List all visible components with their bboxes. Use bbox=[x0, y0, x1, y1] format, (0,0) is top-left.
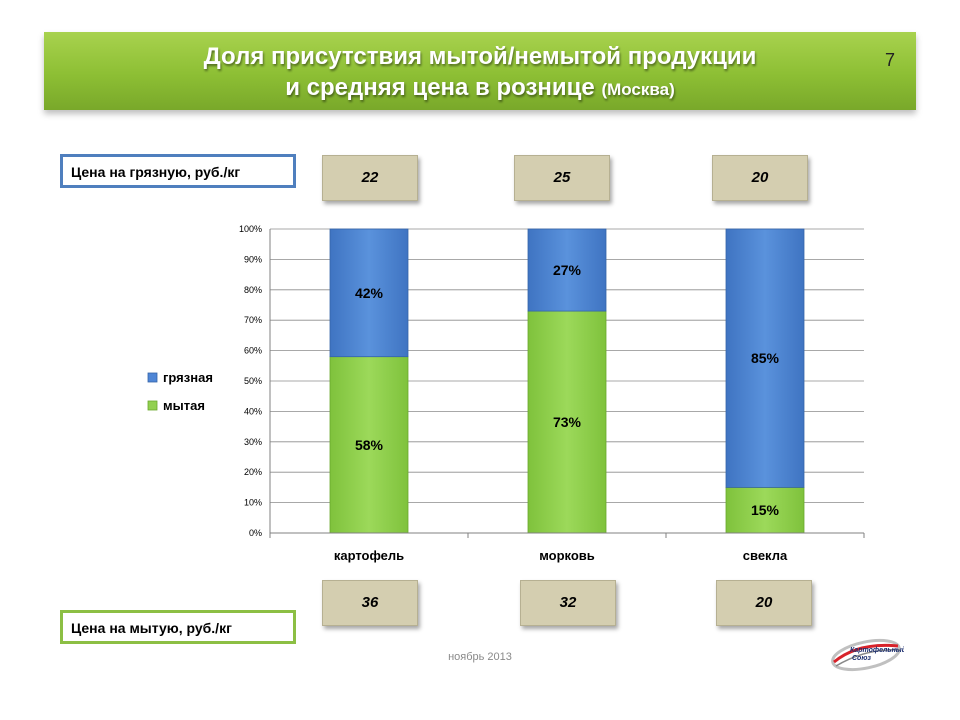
page-number: 7 bbox=[885, 50, 896, 70]
bar-segment-washed bbox=[725, 486, 805, 534]
y-tick-label: 20% bbox=[244, 467, 262, 477]
y-tick-label: 70% bbox=[244, 315, 262, 325]
dirty-price-potato: 22 bbox=[322, 155, 418, 201]
washed-price-beet: 20 bbox=[716, 580, 812, 626]
data-label: 27% bbox=[553, 262, 582, 278]
x-category-label: морковь bbox=[539, 548, 595, 563]
y-tick-label: 10% bbox=[244, 498, 262, 508]
bars bbox=[329, 228, 805, 534]
y-tick-label: 60% bbox=[244, 346, 262, 356]
washed-price-carrot: 32 bbox=[520, 580, 616, 626]
y-tick-label: 0% bbox=[249, 528, 262, 538]
kartofelny-soyuz-logo: Картофельный Союз bbox=[831, 638, 904, 672]
title-line-2-main: и средняя цена в рознице bbox=[285, 74, 595, 101]
y-tick-label: 80% bbox=[244, 285, 262, 295]
bar-segment-dirty bbox=[527, 228, 607, 312]
washed-price-label: Цена на мытую, руб./кг bbox=[60, 610, 296, 644]
bar-segment-dirty bbox=[329, 228, 409, 358]
data-label: 15% bbox=[751, 502, 780, 518]
data-label: 85% bbox=[751, 350, 780, 366]
legend-label: грязная bbox=[163, 370, 213, 385]
title-city: (Москва) bbox=[601, 80, 675, 99]
dirty-price-beet: 20 bbox=[712, 155, 808, 201]
bar-segment-washed bbox=[527, 310, 607, 534]
y-tick-label: 100% bbox=[239, 224, 262, 234]
legend-label: мытая bbox=[163, 398, 205, 413]
footer-date: ноябрь 2013 bbox=[448, 651, 512, 663]
svg-text:Картофельный: Картофельный bbox=[850, 646, 904, 654]
legend-swatch-washed bbox=[147, 400, 158, 411]
data-label: 58% bbox=[355, 437, 384, 453]
washed-price-potato: 36 bbox=[322, 580, 418, 626]
title-line-1: Доля присутствия мытой/немытой продукции bbox=[203, 43, 757, 70]
dirty-price-carrot: 25 bbox=[514, 155, 610, 201]
y-tick-label: 30% bbox=[244, 437, 262, 447]
x-category-label: картофель bbox=[334, 548, 404, 563]
legend-swatch-dirty bbox=[147, 372, 158, 383]
svg-text:Союз: Союз bbox=[852, 655, 871, 662]
axes: 0% 10% 20% 30% 40% 50% 60% 70% 80% 90% 100% картофе… bbox=[239, 224, 865, 563]
legend: грязная мытая bbox=[147, 370, 213, 413]
dirty-price-label: Цена на грязную, руб./кг bbox=[60, 154, 296, 188]
data-label: 42% bbox=[355, 285, 384, 301]
data-label: 73% bbox=[553, 414, 582, 430]
x-category-label: свекла bbox=[743, 548, 788, 563]
y-tick-label: 40% bbox=[244, 406, 262, 416]
title-line-2: и средняя цена в рознице (Москва) bbox=[44, 72, 916, 105]
y-tick-label: 50% bbox=[244, 376, 262, 386]
page-title: Доля присутствия мытой/немытой продукции… bbox=[44, 41, 916, 105]
bar-segment-washed bbox=[329, 356, 409, 534]
bar-segment-dirty bbox=[725, 228, 805, 488]
y-tick-label: 90% bbox=[244, 254, 262, 264]
title-banner: Доля присутствия мытой/немытой продукции… bbox=[44, 32, 916, 110]
data-labels: 58% 42% 73% 27% 15% 85% bbox=[355, 262, 780, 518]
